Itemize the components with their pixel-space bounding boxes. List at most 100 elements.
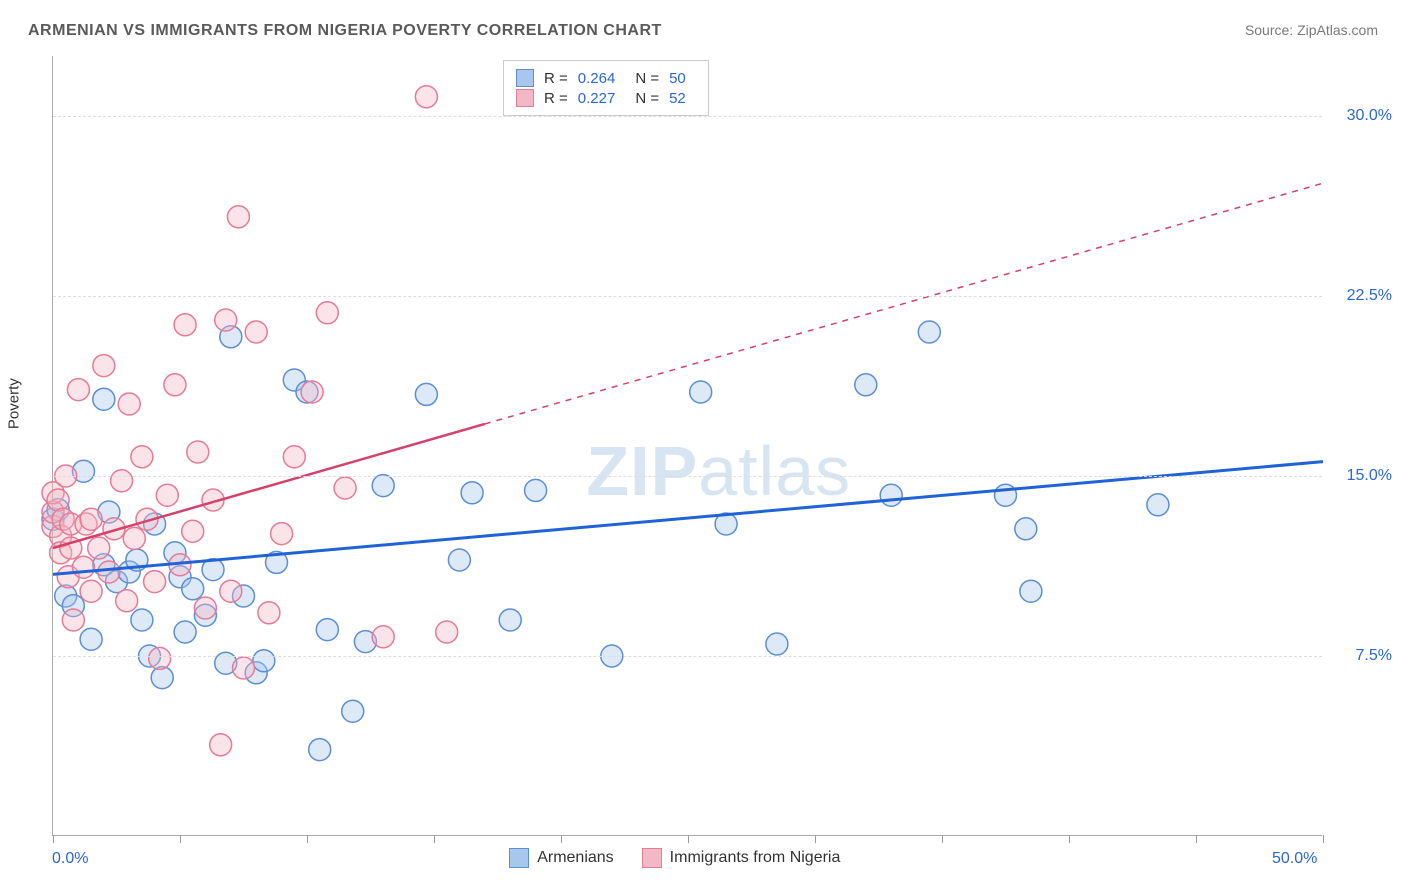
stat-r-value: 0.227 <box>578 90 616 107</box>
data-point <box>253 650 275 672</box>
data-point <box>525 479 547 501</box>
data-point <box>316 619 338 641</box>
grid-line <box>53 656 1322 657</box>
data-point <box>918 321 940 343</box>
x-tick <box>180 835 181 843</box>
data-point <box>342 700 364 722</box>
legend-swatch <box>516 89 534 107</box>
stat-n-value: 52 <box>669 90 686 107</box>
stats-row: R =0.264N =50 <box>516 69 696 87</box>
legend-swatch <box>509 848 529 868</box>
data-point <box>156 484 178 506</box>
x-tick <box>815 835 816 843</box>
data-point <box>245 321 267 343</box>
data-point <box>233 657 255 679</box>
x-axis-max-label: 50.0% <box>1272 850 1317 868</box>
legend-item: Immigrants from Nigeria <box>642 848 841 868</box>
stat-r-label: R = <box>544 90 568 107</box>
data-point <box>111 470 133 492</box>
y-tick-label: 7.5% <box>1332 647 1392 665</box>
data-point <box>118 393 140 415</box>
legend-swatch <box>642 848 662 868</box>
data-point <box>1147 494 1169 516</box>
x-tick <box>1196 835 1197 843</box>
chart-container: ARMENIAN VS IMMIGRANTS FROM NIGERIA POVE… <box>0 0 1406 892</box>
data-point <box>215 309 237 331</box>
data-point <box>258 602 280 624</box>
data-point <box>80 508 102 530</box>
data-point <box>220 580 242 602</box>
x-tick <box>1323 835 1324 843</box>
series-legend: Armenians Immigrants from Nigeria <box>509 848 840 868</box>
data-point <box>995 484 1017 506</box>
data-point <box>93 355 115 377</box>
data-point <box>182 520 204 542</box>
data-point <box>194 597 216 619</box>
data-point <box>766 633 788 655</box>
data-point <box>67 379 89 401</box>
data-point <box>98 561 120 583</box>
data-point <box>372 626 394 648</box>
stats-row: R = 0.227 N = 52 <box>516 89 696 107</box>
data-point <box>855 374 877 396</box>
data-point <box>415 86 437 108</box>
data-point <box>334 477 356 499</box>
data-point <box>309 739 331 761</box>
data-point <box>174 314 196 336</box>
data-point <box>47 489 69 511</box>
y-tick-label: 22.5% <box>1332 287 1392 305</box>
stat-n-label: N = <box>635 90 659 107</box>
data-point <box>123 527 145 549</box>
data-point <box>131 446 153 468</box>
data-point <box>1020 580 1042 602</box>
chart-source: Source: ZipAtlas.com <box>1245 22 1378 38</box>
data-point <box>164 374 186 396</box>
data-point <box>271 523 293 545</box>
data-point <box>144 571 166 593</box>
y-tick-label: 30.0% <box>1332 107 1392 125</box>
x-tick <box>307 835 308 843</box>
trend-line <box>53 462 1323 575</box>
data-point <box>415 383 437 405</box>
data-point <box>80 580 102 602</box>
x-tick <box>53 835 54 843</box>
data-point <box>116 590 138 612</box>
data-point <box>62 609 84 631</box>
x-tick <box>688 835 689 843</box>
data-point <box>316 302 338 324</box>
legend-swatch <box>516 69 534 87</box>
data-point <box>461 482 483 504</box>
data-point <box>1015 518 1037 540</box>
data-point <box>80 628 102 650</box>
grid-line <box>53 116 1322 117</box>
correlation-stats-box: R =0.264N =50R =0.227N =52 <box>503 60 709 116</box>
scatter-svg <box>53 56 1323 836</box>
grid-line <box>53 296 1322 297</box>
data-point <box>174 621 196 643</box>
plot-area: ZIPatlas R =0.264N =50R =0.227N =52 7.5%… <box>52 56 1322 836</box>
data-point <box>499 609 521 631</box>
data-point <box>182 578 204 600</box>
x-tick <box>1069 835 1070 843</box>
stat-n-label: N = <box>635 70 659 87</box>
data-point <box>93 388 115 410</box>
data-point <box>88 537 110 559</box>
data-point <box>690 381 712 403</box>
x-axis-min-label: 0.0% <box>52 850 88 868</box>
y-axis-label: Poverty <box>6 378 23 429</box>
grid-line <box>53 476 1322 477</box>
data-point <box>880 484 902 506</box>
stat-n-value: 50 <box>669 70 686 87</box>
x-tick <box>942 835 943 843</box>
data-point <box>131 609 153 631</box>
data-point <box>372 475 394 497</box>
data-point <box>227 206 249 228</box>
data-point <box>151 667 173 689</box>
legend-label: Armenians <box>537 849 613 867</box>
data-point <box>210 734 232 756</box>
x-tick <box>561 835 562 843</box>
legend-label: Immigrants from Nigeria <box>670 849 841 867</box>
chart-title: ARMENIAN VS IMMIGRANTS FROM NIGERIA POVE… <box>28 22 662 40</box>
data-point <box>149 647 171 669</box>
data-point <box>283 446 305 468</box>
